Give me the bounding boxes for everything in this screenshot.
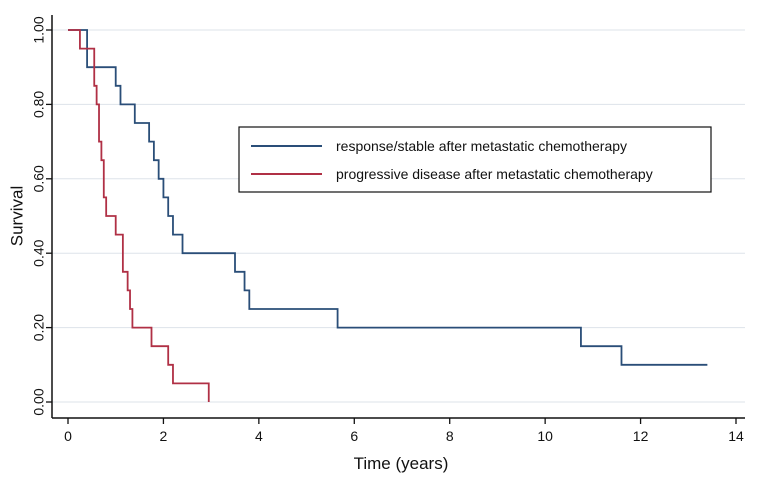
x-axis-title: Time (years) bbox=[354, 454, 449, 473]
x-tick-label: 8 bbox=[446, 428, 454, 444]
y-tick-label: 0.80 bbox=[31, 91, 47, 118]
x-tick-label: 2 bbox=[160, 428, 168, 444]
series-response-stable-line bbox=[68, 29, 708, 366]
y-axis-title: Survival bbox=[7, 186, 26, 246]
x-tick-label: 0 bbox=[64, 428, 72, 444]
legend-label-response-stable: response/stable after metastatic chemoth… bbox=[336, 138, 627, 154]
x-tick-label: 10 bbox=[537, 428, 553, 444]
legend: response/stable after metastatic chemoth… bbox=[238, 126, 712, 193]
x-tick-label: 6 bbox=[350, 428, 358, 444]
grid-layer bbox=[52, 29, 745, 403]
y-tick-label: 0.60 bbox=[31, 165, 47, 192]
x-tick-label: 4 bbox=[255, 428, 263, 444]
x-axis-ticks: 0 2 4 6 8 10 12 14 bbox=[64, 418, 744, 444]
x-tick-label: 12 bbox=[633, 428, 649, 444]
y-axis-ticks: 0.00 0.20 0.40 0.60 0.80 1.00 bbox=[31, 16, 52, 416]
legend-box bbox=[238, 126, 712, 193]
legend-label-progressive-disease: progressive disease after metastatic che… bbox=[336, 166, 653, 182]
x-tick-label: 14 bbox=[728, 428, 744, 444]
series-layer bbox=[68, 29, 708, 402]
y-tick-label: 0.20 bbox=[31, 314, 47, 341]
series-progressive-disease-line bbox=[68, 29, 210, 402]
y-tick-label: 0.00 bbox=[31, 388, 47, 415]
y-tick-label: 1.00 bbox=[31, 16, 47, 43]
y-tick-label: 0.40 bbox=[31, 239, 47, 266]
